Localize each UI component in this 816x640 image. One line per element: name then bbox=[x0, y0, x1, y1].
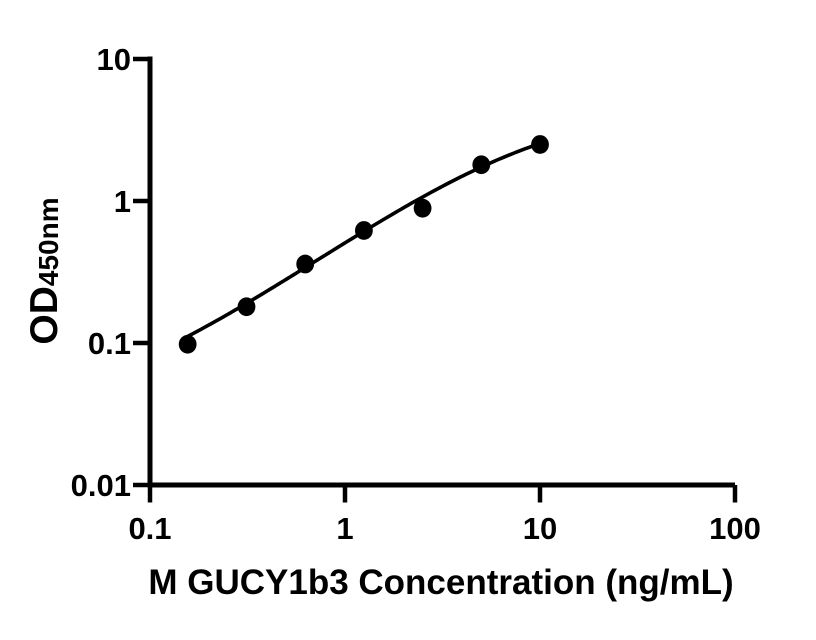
y-axis-title-subscript: 450nm bbox=[33, 197, 64, 286]
y-axis-ticks bbox=[133, 56, 150, 488]
data-point bbox=[413, 198, 432, 218]
x-axis-title: M GUCY1b3 Concentration (ng/mL) bbox=[148, 563, 733, 602]
y-tick-label: 0.01 bbox=[71, 468, 131, 503]
data-point bbox=[296, 254, 315, 274]
data-point bbox=[472, 155, 491, 175]
data-point bbox=[237, 297, 256, 317]
y-axis-title-main: OD bbox=[23, 286, 66, 345]
y-axis-tick-labels: 10 1 0.1 0.01 bbox=[71, 42, 131, 503]
x-axis-tick-labels: 0.1 1 10 100 bbox=[128, 511, 760, 546]
x-tick-label: 10 bbox=[523, 511, 557, 546]
y-axis-title: OD450nm bbox=[23, 197, 66, 344]
data-point bbox=[355, 221, 373, 240]
y-tick-label: 0.1 bbox=[88, 326, 131, 361]
y-tick-label: 1 bbox=[114, 184, 131, 219]
data-point bbox=[178, 334, 197, 354]
x-tick-label: 100 bbox=[709, 511, 761, 546]
data-point bbox=[531, 135, 549, 154]
x-tick-label: 1 bbox=[336, 511, 353, 546]
data-point-markers bbox=[178, 135, 549, 354]
x-tick-label: 0.1 bbox=[128, 511, 171, 546]
y-tick-label: 10 bbox=[97, 42, 131, 77]
x-axis-ticks bbox=[147, 485, 738, 503]
